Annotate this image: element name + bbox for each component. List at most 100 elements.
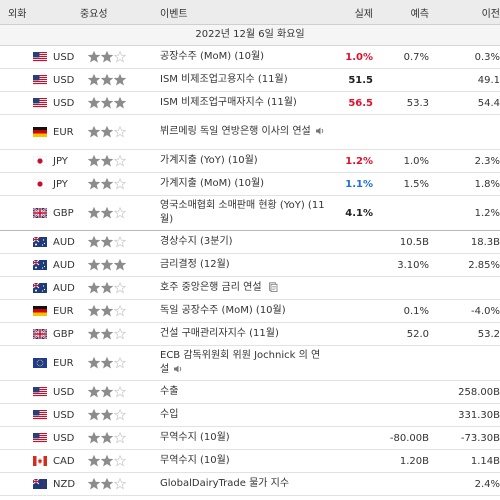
date-row: 2022년 12월 6일 화요일 xyxy=(0,25,500,46)
previous-value: 49.1 xyxy=(477,74,500,86)
currency-cell: USD xyxy=(0,410,80,421)
event-link[interactable]: GlobalDairyTrade 물가 지수 xyxy=(160,478,290,489)
event-link[interactable]: 가계지출 (YoY) (10월) xyxy=(160,155,258,166)
event-link[interactable]: ECB 감독위원회 위원 Jochnick 의 연설 xyxy=(160,350,321,375)
flag-de-icon xyxy=(33,306,47,316)
currency-cell: CAD xyxy=(0,456,80,467)
event-link[interactable]: 경상수지 (3분기) xyxy=(160,236,233,247)
forecast-value: 0.7% xyxy=(403,51,429,63)
event-link[interactable]: 금리결정 (12월) xyxy=(160,259,230,270)
flag-gb-icon xyxy=(33,208,47,218)
currency-code: USD xyxy=(53,74,75,86)
event-link[interactable]: 영국소매협회 소매판매 현황 (YoY) (11월) xyxy=(160,200,325,225)
event-cell: 호주 중앙은행 금리 연설 xyxy=(160,281,325,295)
previous-value: -73.30B xyxy=(460,432,500,444)
flag-nz-icon xyxy=(33,479,47,489)
table-row[interactable]: AUD 금리결정 (12월) 3.10% 2.85% xyxy=(0,254,500,277)
table-row[interactable]: GBP 영국소매협회 소매판매 현황 (YoY) (11월) 4.1% 1.2% xyxy=(0,196,500,231)
header-forecast[interactable]: 예측 xyxy=(410,8,429,20)
star-icon xyxy=(114,282,126,294)
event-cell: 경상수지 (3분기) xyxy=(160,235,325,249)
flag-de-icon xyxy=(33,127,47,137)
table-row[interactable]: NZD GlobalDairyTrade 물가 지수 2.4% xyxy=(0,473,500,496)
star-icon xyxy=(88,236,100,248)
event-cell: 가계지출 (MoM) (10월) xyxy=(160,177,325,191)
actual-value: 1.2% xyxy=(345,155,373,167)
table-row[interactable]: JPY 가계지출 (YoY) (10월) 1.2% 1.0% 2.3% xyxy=(0,150,500,173)
event-link[interactable]: 호주 중앙은행 금리 연설 xyxy=(160,282,262,293)
speech-sound-icon[interactable] xyxy=(173,364,183,374)
event-link[interactable]: 무역수지 (10월) xyxy=(160,455,230,466)
star-icon xyxy=(101,409,113,421)
table-row[interactable]: AUD 경상수지 (3분기) 10.5B 18.3B xyxy=(0,231,500,254)
table-row[interactable]: USD 무역수지 (10월) -80.00B -73.30B xyxy=(0,427,500,450)
header-importance[interactable]: 중요성 xyxy=(80,8,108,20)
star-icon xyxy=(88,97,100,109)
event-cell: ECB 감독위원회 위원 Jochnick 의 연설 xyxy=(160,349,325,377)
event-link[interactable]: ISM 비제조업구매자지수 (11월) xyxy=(160,97,297,108)
event-cell: 뷔르메링 독일 연방은행 이사의 연설 xyxy=(160,125,325,139)
header-currency[interactable]: 외화 xyxy=(8,8,27,20)
table-row[interactable]: EUR ECB 감독위원회 위원 Jochnick 의 연설 xyxy=(0,346,500,381)
star-icon xyxy=(88,126,100,138)
header-actual[interactable]: 실제 xyxy=(354,8,373,20)
event-link[interactable]: 무역수지 (10월) xyxy=(160,432,230,443)
star-icon xyxy=(101,328,113,340)
event-link[interactable]: 공장수주 (MoM) (10월) xyxy=(160,51,265,62)
event-link[interactable]: ISM 비제조업고용지수 (11월) xyxy=(160,74,288,85)
currency-code: EUR xyxy=(53,126,74,138)
table-row[interactable]: EUR 독일 공장수주 (MoM) (10월) 0.1% -4.0% xyxy=(0,300,500,323)
header-previous[interactable]: 이전 xyxy=(481,8,500,20)
table-row[interactable]: USD 수출 258.00B xyxy=(0,381,500,404)
actual-value: 1.0% xyxy=(345,51,373,63)
importance-stars xyxy=(80,478,160,490)
event-cell: 수출 xyxy=(160,385,325,399)
currency-code: NZD xyxy=(53,478,76,490)
star-icon xyxy=(114,328,126,340)
currency-code: USD xyxy=(53,409,75,421)
currency-cell: NZD xyxy=(0,479,80,490)
currency-cell: USD xyxy=(0,98,80,109)
currency-code: EUR xyxy=(53,357,74,369)
currency-cell: EUR xyxy=(0,127,80,138)
previous-value: 2.3% xyxy=(474,155,500,167)
table-row[interactable]: USD ISM 비제조업구매자지수 (11월) 56.5 53.3 54.4 xyxy=(0,92,500,115)
event-link[interactable]: 독일 공장수주 (MoM) (10월) xyxy=(160,305,286,316)
table-row[interactable]: USD 공장수주 (MoM) (10월) 1.0% 0.7% 0.3% xyxy=(0,46,500,69)
document-icon[interactable] xyxy=(268,282,278,292)
currency-code: CAD xyxy=(53,455,75,467)
forecast-value: 0.1% xyxy=(403,305,429,317)
speech-sound-icon[interactable] xyxy=(315,126,325,136)
table-row[interactable]: CAD 무역수지 (10월) 1.20B 1.14B xyxy=(0,450,500,473)
forecast-value: 3.10% xyxy=(397,259,429,271)
previous-value: -4.0% xyxy=(470,305,500,317)
actual-value: 56.5 xyxy=(348,97,373,109)
flag-au-icon xyxy=(33,283,47,293)
event-link[interactable]: 수출 xyxy=(160,386,179,397)
star-icon xyxy=(88,259,100,271)
previous-value: 2.4% xyxy=(474,478,500,490)
event-link[interactable]: 수입 xyxy=(160,409,179,420)
previous-value: 18.3B xyxy=(470,236,500,248)
star-icon xyxy=(101,455,113,467)
table-row[interactable]: GBP 건설 구매관리자지수 (11월) 52.0 53.2 xyxy=(0,323,500,346)
table-row[interactable]: USD ISM 비제조업고용지수 (11월) 51.5 49.1 xyxy=(0,69,500,92)
currency-code: USD xyxy=(53,386,75,398)
table-row[interactable]: AUD 호주 중앙은행 금리 연설 xyxy=(0,277,500,300)
event-cell: 가계지출 (YoY) (10월) xyxy=(160,154,325,168)
event-link[interactable]: 가계지출 (MoM) (10월) xyxy=(160,178,265,189)
event-link[interactable]: 뷔르메링 독일 연방은행 이사의 연설 xyxy=(160,126,311,137)
flag-au-icon xyxy=(33,260,47,270)
header-event[interactable]: 이벤트 xyxy=(160,8,188,20)
currency-code: GBP xyxy=(53,207,74,219)
forecast-value: 1.0% xyxy=(403,155,429,167)
star-icon xyxy=(101,126,113,138)
event-link[interactable]: 건설 구매관리자지수 (11월) xyxy=(160,328,279,339)
currency-code: USD xyxy=(53,97,75,109)
star-icon xyxy=(114,455,126,467)
importance-stars xyxy=(80,236,160,248)
table-row[interactable]: EUR 뷔르메링 독일 연방은행 이사의 연설 xyxy=(0,115,500,150)
table-row[interactable]: USD 수입 331.30B xyxy=(0,404,500,427)
table-row[interactable]: JPY 가계지출 (MoM) (10월) 1.1% 1.5% 1.8% xyxy=(0,173,500,196)
star-icon xyxy=(114,126,126,138)
